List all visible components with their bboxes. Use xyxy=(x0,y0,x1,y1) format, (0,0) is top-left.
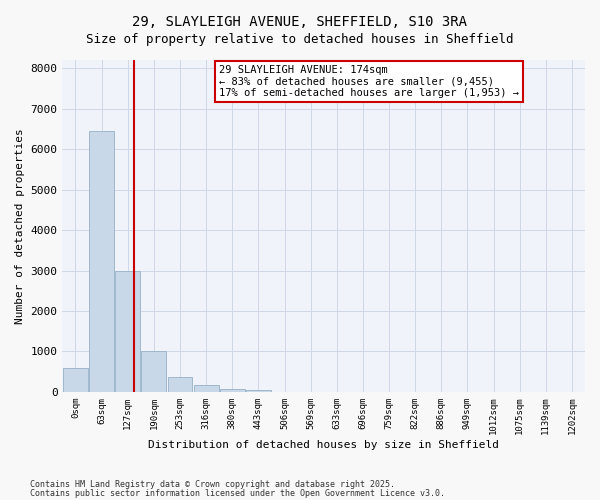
Bar xyxy=(194,386,218,392)
Text: 29 SLAYLEIGH AVENUE: 174sqm
← 83% of detached houses are smaller (9,455)
17% of : 29 SLAYLEIGH AVENUE: 174sqm ← 83% of det… xyxy=(219,65,519,98)
Bar xyxy=(167,376,193,392)
Bar xyxy=(142,352,166,392)
Bar xyxy=(63,368,88,392)
Bar xyxy=(220,388,245,392)
Text: Contains public sector information licensed under the Open Government Licence v3: Contains public sector information licen… xyxy=(30,488,445,498)
X-axis label: Distribution of detached houses by size in Sheffield: Distribution of detached houses by size … xyxy=(148,440,499,450)
Text: Contains HM Land Registry data © Crown copyright and database right 2025.: Contains HM Land Registry data © Crown c… xyxy=(30,480,395,489)
Bar xyxy=(246,390,271,392)
Bar xyxy=(115,270,140,392)
Y-axis label: Number of detached properties: Number of detached properties xyxy=(15,128,25,324)
Text: Size of property relative to detached houses in Sheffield: Size of property relative to detached ho… xyxy=(86,32,514,46)
Bar xyxy=(89,131,114,392)
Text: 29, SLAYLEIGH AVENUE, SHEFFIELD, S10 3RA: 29, SLAYLEIGH AVENUE, SHEFFIELD, S10 3RA xyxy=(133,15,467,29)
